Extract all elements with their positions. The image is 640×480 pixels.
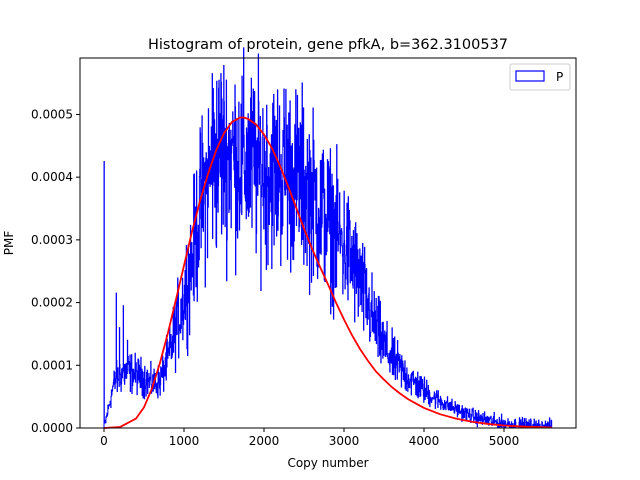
y-tick-label: 0.0000 [31, 421, 73, 435]
y-tick-label: 0.0004 [31, 170, 73, 184]
y-axis: 0.0000 0.0001 0.0002 0.0003 0.0004 0.0005 [31, 107, 80, 435]
x-tick-label: 0 [100, 434, 108, 448]
y-axis-label: PMF [2, 231, 16, 256]
x-axis-label: Copy number [287, 456, 368, 470]
y-tick-label: 0.0002 [31, 296, 73, 310]
x-tick-label: 1000 [169, 434, 200, 448]
plot-area [80, 47, 576, 429]
plot-frame [79, 57, 577, 429]
y-tick-label: 0.0003 [31, 233, 73, 247]
histogram-series [103, 47, 553, 429]
x-tick-label: 2000 [249, 434, 280, 448]
x-axis: 0 1000 2000 3000 4000 5000 [100, 428, 519, 448]
y-tick-label: 0.0001 [31, 358, 73, 372]
x-tick-label: 4000 [409, 434, 440, 448]
legend-swatch-p [515, 70, 545, 82]
legend-label-p: P [556, 70, 563, 84]
y-tick-label: 0.0005 [31, 107, 73, 121]
legend: P [509, 63, 571, 91]
x-tick-label: 5000 [489, 434, 520, 448]
histogram-outline [103, 47, 553, 429]
x-tick-label: 3000 [329, 434, 360, 448]
chart-title: Histogram of protein, gene pfkA, b=362.3… [148, 37, 508, 53]
fit-curve [103, 116, 553, 429]
